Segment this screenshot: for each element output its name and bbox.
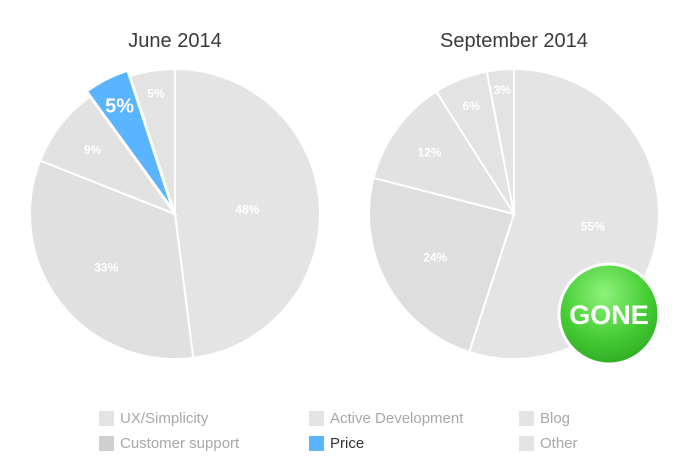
pie-slice-price: [85, 69, 174, 210]
chart-title-september: September 2014: [440, 30, 588, 52]
pie-slice-customer-support: [38, 95, 178, 217]
pie-slice-ux-simplicity: [29, 159, 195, 360]
pie-slice-customer-support: [372, 90, 517, 216]
slice-data-label: 3%: [494, 83, 512, 97]
slice-data-label: 33%: [94, 260, 118, 274]
gone-badge: GONE: [557, 262, 661, 366]
pie-slice-ux-simplicity: [368, 176, 516, 354]
slice-data-label: 24%: [423, 250, 447, 264]
pie-slice-active-development: [174, 67, 321, 359]
pie-slice-other: [128, 67, 176, 215]
slice-data-label: 9%: [84, 143, 102, 157]
slice-data-label: 48%: [235, 202, 259, 216]
slice-data-label: 5%: [105, 95, 134, 117]
slice-data-label: 5%: [147, 87, 165, 101]
gone-badge-circle: [557, 262, 661, 366]
pie-june: 48% 33% 9% 5% 5%: [29, 67, 321, 360]
chart-title-june: June 2014: [128, 30, 221, 52]
pie-slice-other: [485, 67, 515, 215]
slice-data-label: 12%: [418, 146, 442, 160]
gone-badge-text: GONE: [569, 300, 649, 330]
slice-data-label: 55%: [581, 219, 605, 233]
slice-data-label: 6%: [463, 99, 481, 113]
